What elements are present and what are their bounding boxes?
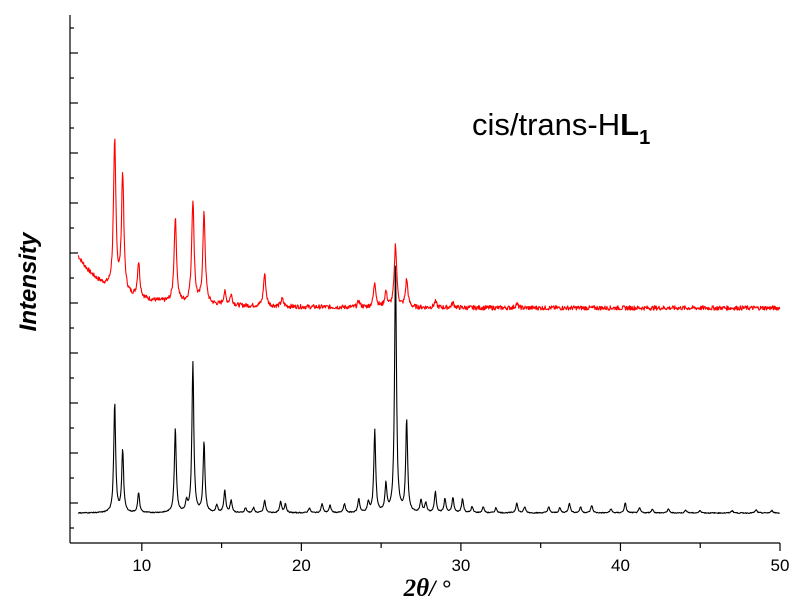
series-layer [77, 138, 781, 514]
series-line-simulated [77, 265, 780, 514]
x-axis-label-prefix: 2 [403, 575, 417, 602]
x-tick-label: 30 [451, 556, 470, 575]
annotation-sub: 1 [639, 127, 650, 149]
x-tick-label: 10 [132, 556, 151, 575]
x-axis-label-theta: θ [416, 575, 429, 602]
chart-annotation: cis/trans-HL1 [472, 107, 650, 149]
x-tick-label: 40 [611, 556, 630, 575]
y-axis-label: Intensity [15, 231, 42, 331]
axis-ticks: 10 20 30 40 50 [70, 27, 790, 575]
series-line-experimental [77, 138, 781, 311]
annotation-text: cis/trans-H [472, 107, 620, 142]
x-axis-label: 2θ/ ° [403, 575, 452, 602]
annotation-bold: L [620, 107, 639, 142]
x-tick-label: 50 [771, 556, 790, 575]
x-tick-label: 20 [292, 556, 311, 575]
x-axis-label-suffix: / ° [427, 576, 451, 601]
